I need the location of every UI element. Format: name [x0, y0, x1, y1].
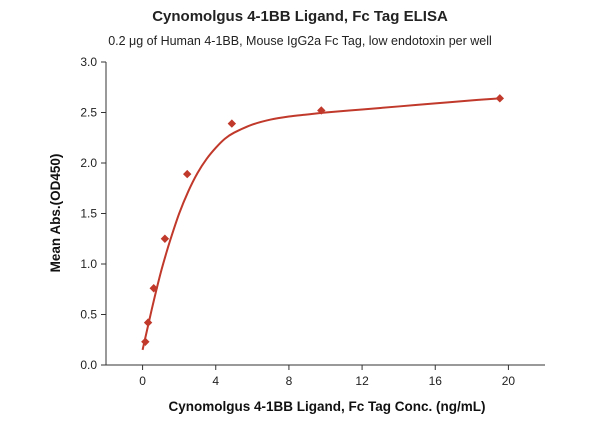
data-point	[227, 119, 237, 128]
x-tick-label: 0	[139, 374, 146, 388]
chart-subtitle: 0.2 μg of Human 4-1BB, Mouse IgG2a Fc Ta…	[108, 34, 492, 48]
chart-title: Cynomolgus 4-1BB Ligand, Fc Tag ELISA	[152, 8, 448, 25]
data-point	[143, 318, 153, 327]
y-ticks: 0.0 0.5 1.0 1.5 2.0 2.5 3.0	[80, 55, 106, 372]
data-point	[317, 106, 326, 115]
x-axis-label: Cynomolgus 4-1BB Ligand, Fc Tag Conc. (n…	[169, 399, 486, 414]
data-markers	[141, 94, 505, 346]
data-point	[183, 169, 192, 179]
axes	[105, 62, 545, 366]
x-tick-label: 4	[212, 374, 219, 388]
y-tick-label: 1.5	[80, 207, 97, 221]
data-point	[149, 284, 158, 293]
data-point	[495, 94, 505, 103]
y-axis-label: Mean Abs.(OD450)	[48, 154, 63, 273]
data-point	[160, 234, 170, 243]
x-tick-label: 12	[355, 374, 369, 388]
x-tick-label: 8	[286, 374, 293, 388]
y-tick-label: 3.0	[80, 55, 97, 69]
y-tick-label: 2.0	[80, 156, 97, 170]
data-point	[141, 337, 150, 346]
y-tick-label: 0.0	[80, 358, 97, 372]
y-tick-label: 0.5	[80, 308, 97, 322]
fit-curve	[141, 97, 500, 351]
y-tick-label: 2.5	[80, 106, 97, 120]
y-tick-label: 1.0	[80, 257, 97, 271]
x-tick-label: 16	[429, 374, 443, 388]
x-tick-label: 20	[502, 374, 516, 388]
x-ticks: 0 4 8 12 16 20	[139, 365, 515, 388]
